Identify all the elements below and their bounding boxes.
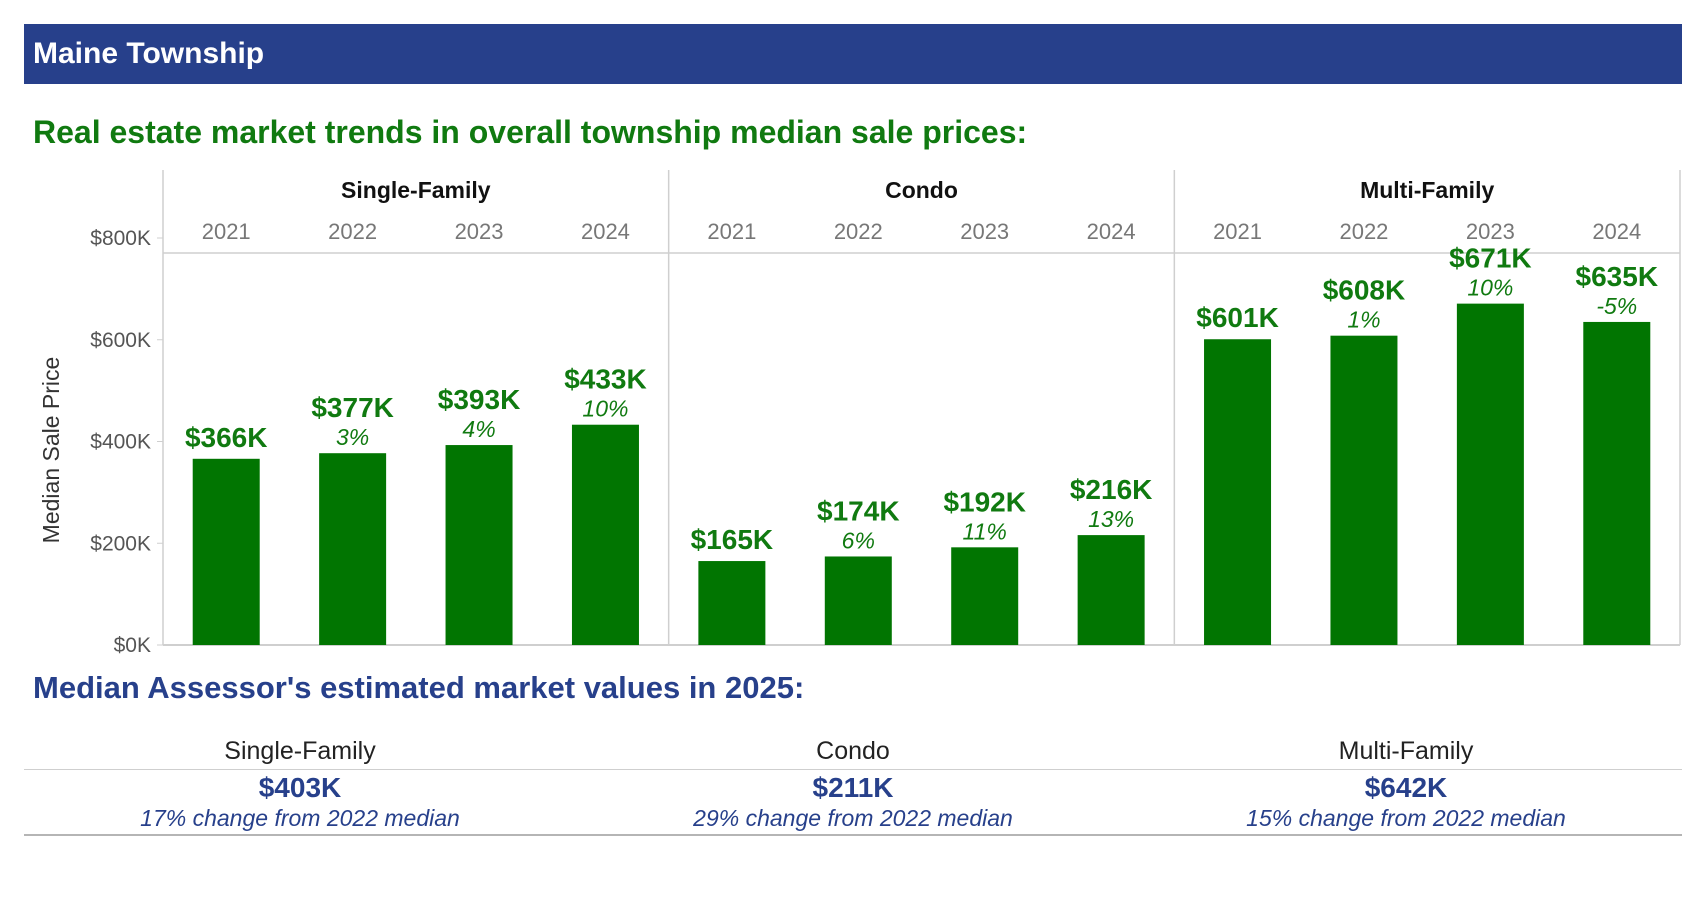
bar-change-label: 10% bbox=[582, 396, 628, 422]
assessor-label: Single-Family bbox=[224, 737, 376, 765]
bar bbox=[571, 424, 639, 645]
assessor-header-rule bbox=[24, 769, 1682, 770]
bar-change-label: 13% bbox=[1088, 506, 1134, 532]
x-tick-label: 2022 bbox=[1339, 219, 1388, 244]
x-tick-label: 2021 bbox=[707, 219, 756, 244]
assessor-column-multi-family: Multi-Family $642K 15% change from 2022 … bbox=[1130, 732, 1682, 834]
bar-change-label: -5% bbox=[1596, 293, 1637, 319]
bar-value-label: $192K bbox=[943, 486, 1026, 517]
bar-value-label: $433K bbox=[564, 364, 647, 395]
bar-value-label: $671K bbox=[1449, 243, 1532, 274]
x-tick-label: 2023 bbox=[1466, 219, 1515, 244]
trends-section-title: Real estate market trends in overall tow… bbox=[33, 114, 1028, 150]
bar-change-label: 4% bbox=[462, 416, 495, 442]
header-bar: Maine Township bbox=[24, 24, 1682, 84]
bar-value-label: $393K bbox=[438, 384, 521, 415]
bar-value-label: $174K bbox=[817, 495, 900, 526]
assessor-change: 17% change from 2022 median bbox=[140, 805, 460, 831]
bar bbox=[319, 453, 387, 645]
bar-value-label: $377K bbox=[311, 392, 394, 423]
assessor-value: $403K bbox=[258, 772, 342, 803]
assessor-values-table: Single-Family $403K 17% change from 2022… bbox=[24, 732, 1682, 836]
assessor-value: $211K bbox=[812, 772, 894, 803]
assessor-section-title: Median Assessor's estimated market value… bbox=[33, 670, 805, 705]
bar bbox=[192, 458, 260, 645]
panel-title: Multi-Family bbox=[1360, 177, 1494, 203]
assessor-column-single-family: Single-Family $403K 17% change from 2022… bbox=[24, 732, 576, 834]
assessor-label: Multi-Family bbox=[1338, 737, 1474, 765]
x-tick-label: 2021 bbox=[1213, 219, 1262, 244]
x-tick-label: 2024 bbox=[1087, 219, 1136, 244]
bar bbox=[698, 561, 766, 645]
bar-value-label: $601K bbox=[1196, 302, 1279, 333]
bar bbox=[1456, 303, 1524, 645]
bar-value-label: $608K bbox=[1323, 275, 1406, 306]
x-tick-label: 2022 bbox=[328, 219, 377, 244]
page-title: Maine Township bbox=[33, 37, 265, 70]
bar bbox=[1583, 321, 1651, 645]
assessor-change: 15% change from 2022 median bbox=[1246, 805, 1566, 831]
bar bbox=[951, 547, 1019, 645]
bar bbox=[824, 556, 892, 645]
bar bbox=[1330, 335, 1398, 645]
bar-value-label: $216K bbox=[1070, 474, 1153, 505]
bar-change-label: 6% bbox=[842, 527, 875, 553]
x-tick-label: 2022 bbox=[834, 219, 883, 244]
panel-title: Single-Family bbox=[341, 177, 491, 203]
y-tick-label: $200K bbox=[90, 532, 151, 555]
bar-change-label: 1% bbox=[1347, 307, 1380, 333]
bar-change-label: 3% bbox=[336, 424, 369, 450]
x-tick-label: 2024 bbox=[581, 219, 630, 244]
assessor-value: $642K bbox=[1364, 772, 1448, 803]
bar bbox=[445, 445, 513, 645]
assessor-bottom-rule bbox=[24, 834, 1682, 836]
bar-value-label: $635K bbox=[1576, 261, 1659, 292]
y-tick-label: $0K bbox=[114, 634, 151, 657]
bar-change-label: 11% bbox=[963, 518, 1007, 544]
x-tick-label: 2023 bbox=[455, 219, 504, 244]
median-sale-price-chart: $0K $200K $400K $600K $800K Median Sale Price… bbox=[38, 170, 1681, 657]
y-axis-label: Median Sale Price bbox=[38, 357, 64, 544]
panel-title: Condo bbox=[885, 177, 958, 203]
bar-value-label: $366K bbox=[185, 422, 268, 453]
bar bbox=[1204, 339, 1272, 645]
x-tick-label: 2023 bbox=[960, 219, 1009, 244]
assessor-label: Condo bbox=[816, 737, 890, 765]
y-tick-label: $600K bbox=[90, 329, 151, 352]
bar-value-label: $165K bbox=[691, 524, 774, 555]
y-tick-label: $400K bbox=[90, 431, 151, 454]
assessor-column-condo: Condo $211K 29% change from 2022 median bbox=[577, 732, 1129, 834]
bar bbox=[1077, 535, 1145, 645]
assessor-change: 29% change from 2022 median bbox=[693, 805, 1013, 831]
bar-change-label: 10% bbox=[1467, 275, 1513, 301]
x-tick-label: 2021 bbox=[202, 219, 251, 244]
y-tick-label: $800K bbox=[90, 227, 151, 250]
x-tick-label: 2024 bbox=[1592, 219, 1641, 244]
